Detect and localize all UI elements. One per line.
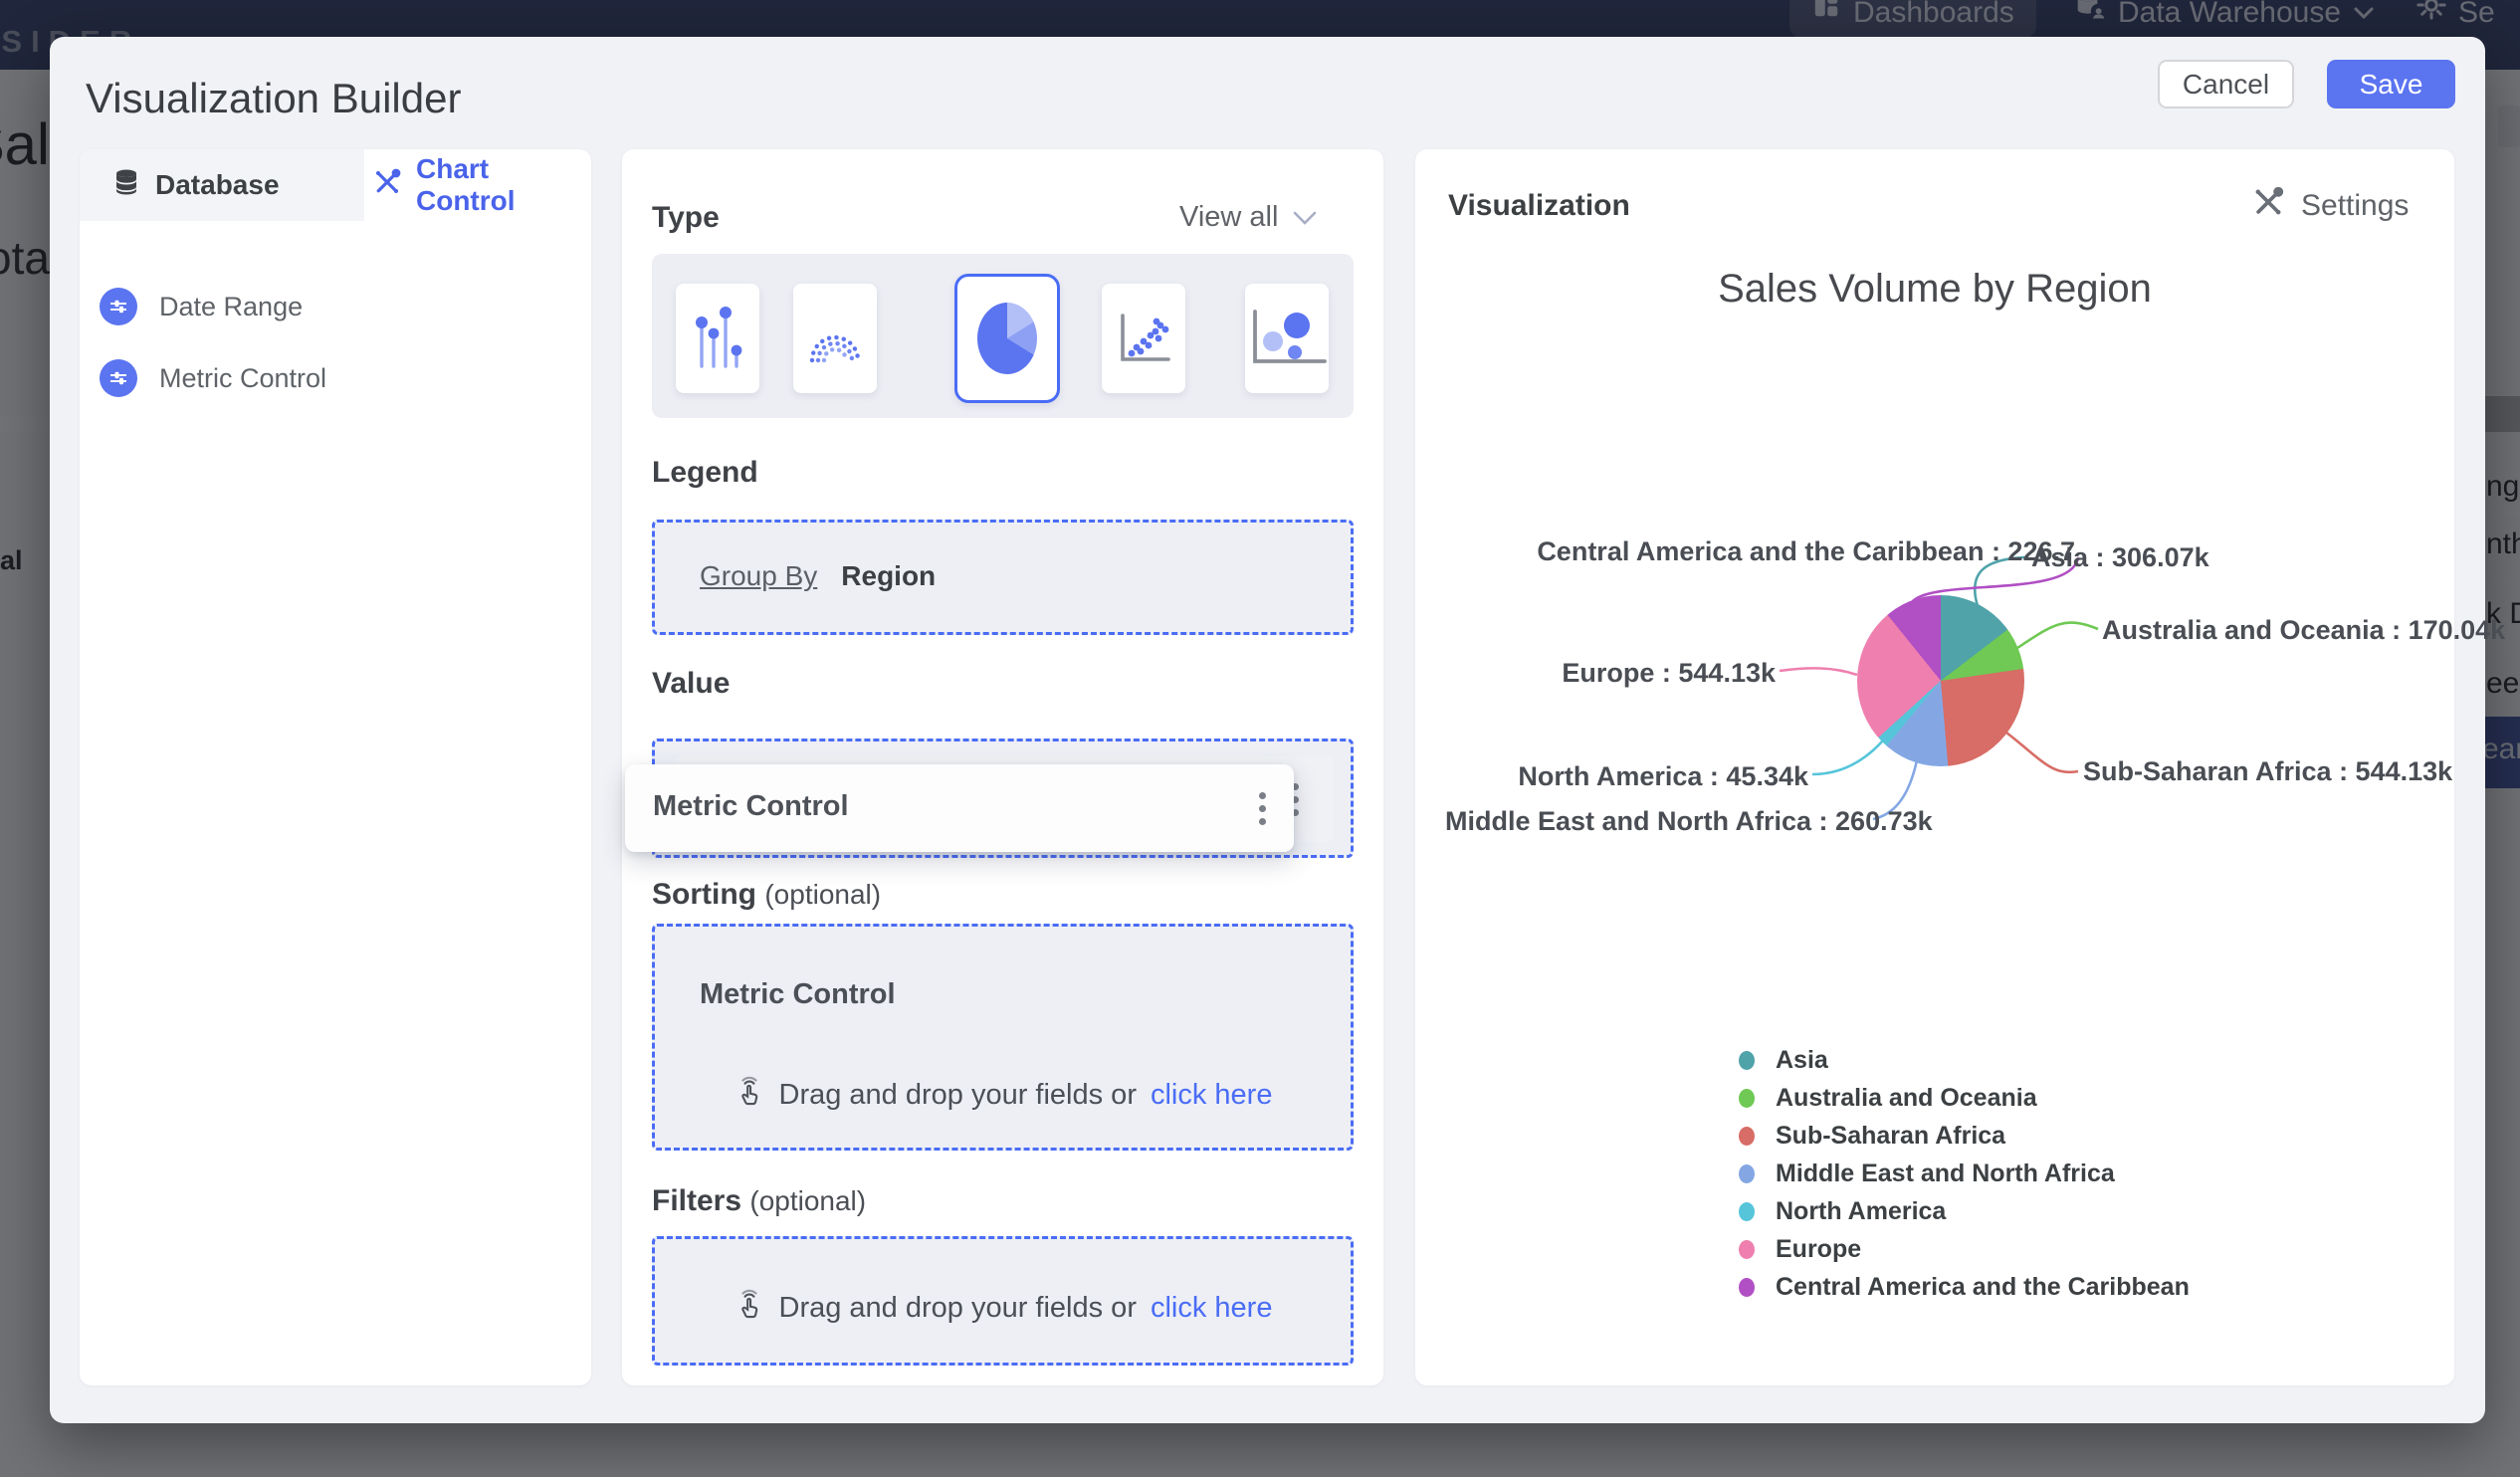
sorting-heading: Sorting (optional) xyxy=(652,878,882,911)
pie-label: Central America and the Caribbean : 226.… xyxy=(1537,536,2075,566)
click-here-link[interactable]: click here xyxy=(1150,1078,1273,1111)
view-all-dropdown[interactable]: View all xyxy=(1179,201,1318,234)
legend-dot xyxy=(1739,1202,1755,1221)
pie-label: North America : 45.34k xyxy=(1518,761,1808,791)
visualization-heading: Visualization xyxy=(1448,189,1630,222)
value-heading: Value xyxy=(652,667,731,700)
tab-chart-control[interactable]: Chart Control xyxy=(364,149,591,221)
modal-title: Visualization Builder xyxy=(86,75,462,121)
legend-drop-zone[interactable]: Group By Region xyxy=(652,520,1354,635)
tab-database[interactable]: Database xyxy=(80,149,364,221)
viz-settings-button[interactable]: Settings xyxy=(2251,185,2409,227)
bubble-chart-icon xyxy=(1253,310,1327,363)
value-chip-dragging[interactable]: Metric Control xyxy=(625,764,1294,852)
legend-item[interactable]: North America xyxy=(1739,1197,1946,1226)
save-button[interactable]: Save xyxy=(2327,60,2455,108)
legend-item[interactable]: Australia and Oceania xyxy=(1739,1084,2037,1113)
database-icon xyxy=(111,167,141,204)
arc-chart-icon xyxy=(809,334,861,363)
legend-item[interactable]: Asia xyxy=(1739,1046,1828,1075)
legend-dot xyxy=(1739,1127,1755,1146)
builder-sidebar: Database Chart Control Date Range Metric… xyxy=(80,149,591,1385)
sorting-drop-hint: Drag and drop your fields or click here xyxy=(655,1074,1351,1116)
click-here-link[interactable]: click here xyxy=(1150,1291,1273,1324)
chart-type-lollipop[interactable] xyxy=(676,284,759,393)
sliders-icon xyxy=(100,359,137,397)
kebab-menu-icon[interactable] xyxy=(1292,796,1299,803)
tap-hand-icon xyxy=(734,1287,765,1329)
sidebar-item-date-range[interactable]: Date Range xyxy=(100,288,303,325)
pie-label: Asia : 306.07k xyxy=(2031,542,2209,572)
legend-item[interactable]: Central America and the Caribbean xyxy=(1739,1273,2190,1302)
chart-title: Sales Volume by Region xyxy=(1718,267,2152,311)
legend-dot xyxy=(1739,1240,1755,1259)
pie-chart-icon xyxy=(977,303,1037,374)
pie-label: Middle East and North Africa : 260.73k xyxy=(1445,806,1933,836)
lollipop-chart-icon xyxy=(696,307,742,368)
kebab-menu-icon[interactable] xyxy=(1259,805,1266,812)
chevron-down-icon xyxy=(1292,201,1318,234)
sliders-icon xyxy=(100,288,137,325)
chart-type-pie-selected[interactable] xyxy=(954,274,1060,403)
scatter-chart-icon xyxy=(1121,314,1170,361)
sorting-chip-label: Metric Control xyxy=(700,978,896,1010)
legend-item[interactable]: Europe xyxy=(1739,1235,1861,1264)
tools-icon xyxy=(2251,185,2285,227)
pie-label: Sub-Saharan Africa : 544.13k xyxy=(2083,756,2453,786)
tap-hand-icon xyxy=(734,1074,765,1116)
legend-dot xyxy=(1739,1278,1755,1297)
pie-label: Europe : 544.13k xyxy=(1562,658,1776,688)
sidebar-item-metric-control[interactable]: Metric Control xyxy=(100,359,326,397)
legend-dot xyxy=(1739,1089,1755,1108)
cancel-button[interactable]: Cancel xyxy=(2158,60,2294,108)
legend-dot xyxy=(1739,1051,1755,1070)
chart-type-strip xyxy=(652,254,1354,418)
type-heading: Type xyxy=(652,201,720,234)
filters-drop-zone[interactable]: Drag and drop your fields or click here xyxy=(652,1236,1354,1366)
legend-item[interactable]: Middle East and North Africa xyxy=(1739,1160,2115,1188)
chart-type-arc[interactable] xyxy=(793,284,877,393)
visualization-panel: Visualization Settings Sales Volume by R… xyxy=(1415,149,2505,1385)
chart-control-panel: Type View all xyxy=(622,149,1383,1385)
group-by-label[interactable]: Group By xyxy=(700,560,818,591)
tools-icon xyxy=(372,167,402,204)
legend-heading: Legend xyxy=(652,456,758,489)
chart-type-scatter[interactable] xyxy=(1102,284,1185,393)
chart-type-bubble[interactable] xyxy=(1245,284,1329,393)
filters-drop-hint: Drag and drop your fields or click here xyxy=(655,1287,1351,1329)
pie-label: Australia and Oceania : 170.04k xyxy=(2102,615,2506,645)
visualization-builder-modal: Visualization Builder Cancel Save Databa… xyxy=(50,37,2505,1423)
group-by-value: Region xyxy=(841,560,937,591)
filters-heading: Filters (optional) xyxy=(652,1184,867,1217)
legend-dot xyxy=(1739,1164,1755,1183)
pie-chart[interactable] xyxy=(1857,595,2024,766)
legend-item[interactable]: Sub-Saharan Africa xyxy=(1739,1122,2005,1151)
sorting-drop-zone[interactable]: Metric Control Drag and drop your fields… xyxy=(652,924,1354,1151)
group-by-control[interactable]: Group By Region xyxy=(700,560,936,592)
